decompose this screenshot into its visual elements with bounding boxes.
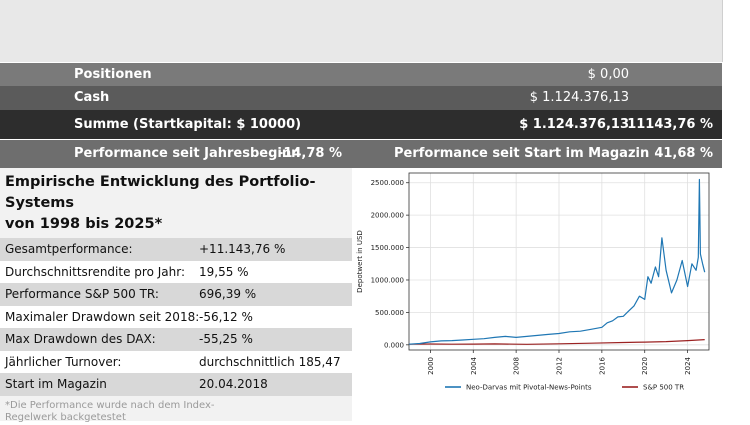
performance-ytd-label: Performance seit Jahresbeginn (74, 146, 301, 161)
stat-label: Jährlicher Turnover: (5, 354, 122, 369)
stat-row: Performance S&P 500 TR: 696,39 % (0, 283, 352, 306)
legend-label: S&P 500 TR (643, 384, 684, 392)
positions-value: $ 0,00 (587, 67, 629, 82)
performance-since-label: Performance seit Start im Magazin (394, 146, 650, 161)
x-tick-label: 2016 (598, 356, 606, 374)
sum-label: Summe (Startkapital: $ 10000) (74, 117, 302, 132)
footnote-line1: *Die Performance wurde nach dem Index- (5, 400, 215, 411)
stat-row: Max Drawdown des DAX: -55,25 % (0, 328, 352, 351)
stat-label: Maximaler Drawdown seit 2018: (5, 309, 200, 324)
sum-row: Summe (Startkapital: $ 10000) $ 1.124.37… (0, 110, 722, 139)
performance-ytd-value: -14,78 % (277, 146, 342, 161)
stats-panel: Empirische Entwicklung des Portfolio-Sys… (0, 168, 352, 424)
stat-label: Gesamtperformance: (5, 242, 133, 256)
footnote: *Die Performance wurde nach dem Index- R… (5, 400, 305, 424)
chart-svg: 0.000 500.000 1000.000 1500.000 2000.000 2500… (356, 172, 710, 392)
stat-value: -56,12 % (199, 309, 253, 324)
y-tick-label: 1500.000 (371, 244, 404, 252)
stat-label: Max Drawdown des DAX: (5, 332, 156, 346)
stat-row: Jährlicher Turnover: durchschnittlich 185… (0, 350, 352, 391)
sum-value: $ 1.124.376,13 (519, 117, 629, 132)
performance-row: Performance seit Jahresbeginn -14,78 % P… (0, 140, 722, 168)
stats-table: Gesamtperformance: +11.143,76 % Durchschn… (0, 238, 352, 396)
y-tick-label: 2500.000 (371, 179, 404, 187)
panel-title-line2: von 1998 bis 2025* (5, 216, 163, 232)
series-line (408, 339, 705, 345)
top-placeholder-area (0, 0, 723, 62)
y-axis-label: Depotwert in USD (356, 230, 364, 293)
legend-label: Neo-Darvas mit Pivotal-News-Points (466, 384, 592, 392)
positions-label: Positionen (74, 67, 152, 82)
stat-row: Durchschnittsrendite pro Jahr: 19,55 % (0, 260, 352, 283)
cash-label: Cash (74, 90, 110, 105)
stat-label: Durchschnittsrendite pro Jahr: (5, 264, 185, 279)
plot-frame (408, 172, 710, 351)
x-tick-label: 2008 (513, 357, 521, 375)
x-tick-label: 2000 (427, 357, 435, 375)
x-tick-label: 2020 (641, 357, 649, 375)
performance-chart: 0.000 500.000 1000.000 1500.000 2000.000 2500… (352, 168, 722, 421)
x-tick-label: 2024 (684, 356, 692, 374)
stat-row: Gesamtperformance: +11.143,76 % (0, 238, 352, 261)
cash-value: $ 1.124.376,13 (529, 90, 629, 105)
positions-row: Positionen $ 0,00 (0, 63, 722, 86)
x-tick-label: 2004 (470, 356, 478, 374)
stat-value: 19,55 % (199, 264, 249, 279)
performance-since-value: 41,68 % (654, 146, 713, 161)
y-tick-label: 500.000 (375, 309, 404, 317)
stat-value: -55,25 % (199, 332, 253, 346)
stat-value: +11.143,76 % (199, 242, 286, 256)
panel-title-line1: Empirische Entwicklung des Portfolio-Sys… (5, 174, 316, 211)
stat-value: 20.04.2018 (199, 377, 268, 391)
series-line (408, 178, 706, 345)
stat-row: Start im Magazin 20.04.2018 (0, 373, 352, 396)
x-tick-label: 2012 (556, 357, 564, 375)
stat-label: Start im Magazin (5, 377, 107, 391)
y-tick-label: 1000.000 (371, 276, 404, 284)
y-tick-label: 0.000 (384, 341, 404, 349)
stat-value: 696,39 % (199, 287, 257, 301)
footnote-line2: Regelwerk backgetestet (5, 412, 126, 423)
y-tick-label: 2000.000 (371, 212, 404, 220)
cash-row: Cash $ 1.124.376,13 (0, 86, 722, 110)
panel-title: Empirische Entwicklung des Portfolio-Sys… (5, 172, 345, 235)
sum-percent: 11143,76 % (627, 117, 713, 132)
stat-label: Performance S&P 500 TR: (5, 287, 159, 301)
stat-row: Maximaler Drawdown seit 2018: -56,12 % (0, 305, 352, 328)
